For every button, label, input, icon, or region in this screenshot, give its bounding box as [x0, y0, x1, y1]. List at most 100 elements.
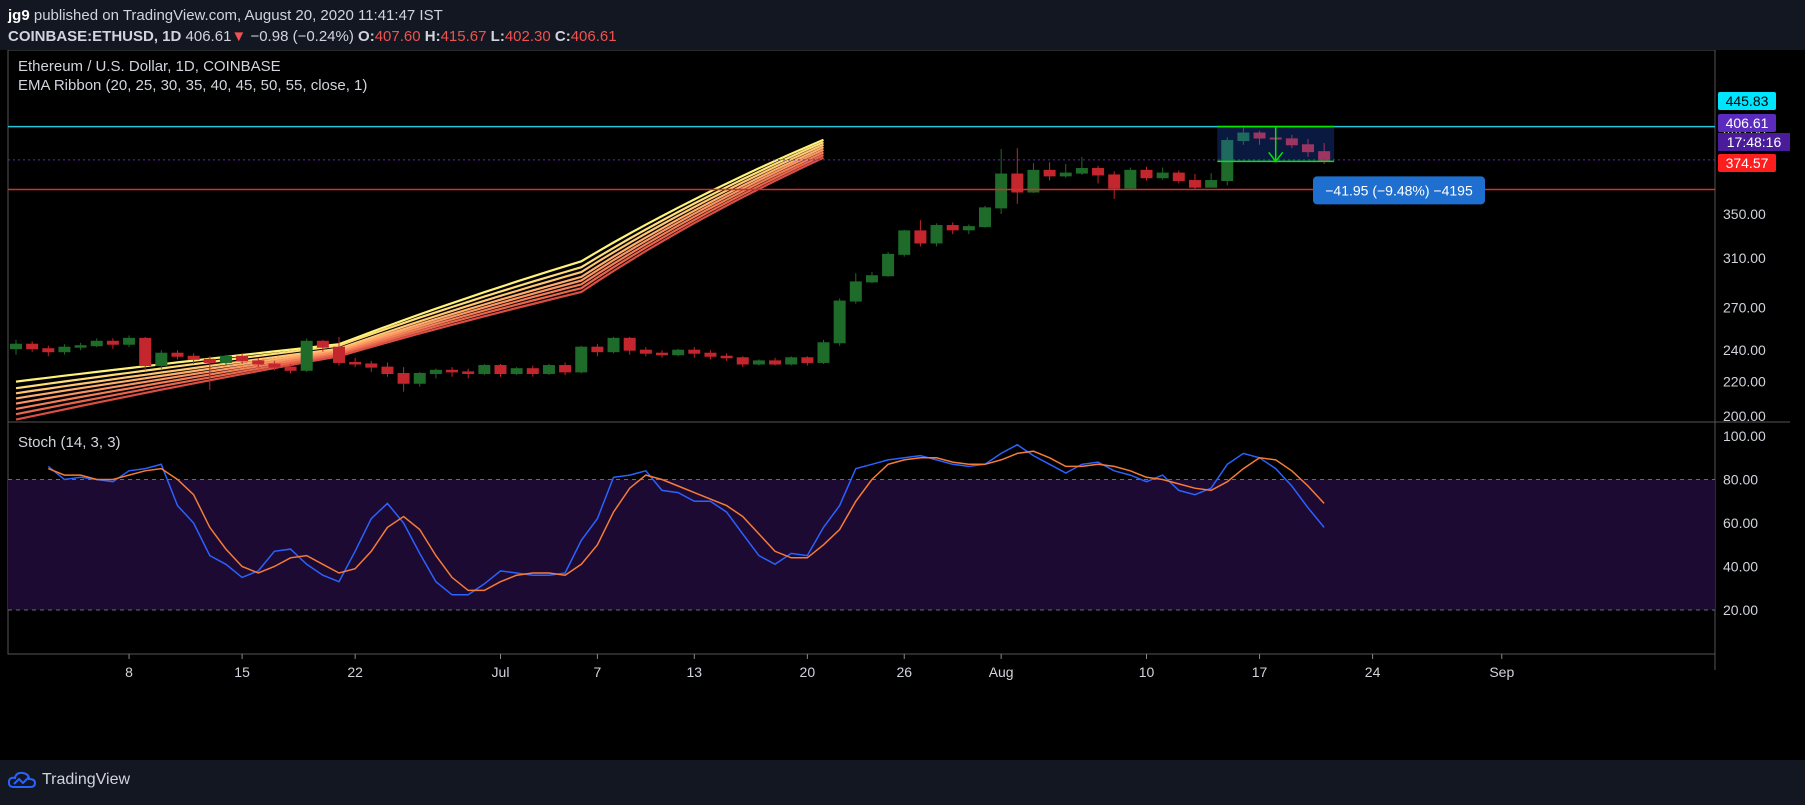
- candle[interactable]: [736, 357, 749, 365]
- tradingview-logo[interactable]: TradingView: [8, 771, 130, 789]
- candle[interactable]: [155, 352, 168, 367]
- author-name[interactable]: jg9: [8, 7, 30, 24]
- candle[interactable]: [203, 358, 216, 363]
- candle[interactable]: [413, 372, 426, 384]
- candle[interactable]: [446, 369, 459, 373]
- stoch-tick: 20.00: [1723, 602, 1758, 618]
- candle[interactable]: [1172, 172, 1185, 182]
- candle[interactable]: [219, 355, 232, 363]
- candle[interactable]: [1156, 172, 1169, 179]
- candle[interactable]: [704, 352, 717, 357]
- candle[interactable]: [1205, 180, 1218, 188]
- candle[interactable]: [58, 346, 71, 353]
- candle[interactable]: [349, 361, 362, 365]
- ema-ribbon: [15, 138, 824, 421]
- candle[interactable]: [10, 343, 22, 350]
- candle[interactable]: [785, 357, 798, 365]
- candle[interactable]: [1253, 132, 1266, 139]
- candle[interactable]: [510, 368, 523, 374]
- candle[interactable]: [817, 342, 830, 363]
- candle[interactable]: [542, 365, 555, 374]
- candle[interactable]: [42, 348, 55, 353]
- candle[interactable]: [381, 366, 394, 374]
- candle[interactable]: [123, 337, 136, 345]
- time-tick: 17: [1252, 664, 1268, 680]
- candle[interactable]: [300, 340, 313, 371]
- publish-text: published on TradingView.com, August 20,…: [29, 7, 443, 24]
- candle[interactable]: [139, 337, 152, 367]
- candle[interactable]: [623, 337, 636, 351]
- candle[interactable]: [672, 349, 685, 356]
- candles[interactable]: [10, 125, 1331, 392]
- candle[interactable]: [769, 360, 782, 365]
- candle[interactable]: [898, 230, 911, 255]
- chart-stage[interactable]: −41.95 (−9.48%) −4195 200.00 220.00 240.00…: [0, 49, 1805, 760]
- candle[interactable]: [1043, 169, 1056, 177]
- symbol-name[interactable]: COINBASE:ETHUSD, 1D: [8, 28, 182, 45]
- candle[interactable]: [284, 366, 297, 371]
- publish-info: jg9 published on TradingView.com, August…: [8, 7, 443, 24]
- candle[interactable]: [171, 352, 184, 357]
- candle[interactable]: [1188, 180, 1201, 188]
- candle[interactable]: [478, 365, 491, 374]
- ema-ribbon-legend[interactable]: EMA Ribbon (20, 25, 30, 35, 40, 45, 50, …: [18, 77, 367, 94]
- candle[interactable]: [1285, 138, 1298, 146]
- candle[interactable]: [90, 340, 103, 347]
- candle[interactable]: [979, 207, 991, 228]
- footer: TradingView: [0, 760, 1805, 805]
- chart-canvas[interactable]: −41.95 (−9.48%) −4195 200.00 220.00 240.00…: [0, 49, 1805, 760]
- candle[interactable]: [752, 360, 765, 365]
- stoch-lines: [47, 443, 1325, 596]
- candle[interactable]: [236, 355, 249, 362]
- candle[interactable]: [849, 281, 862, 302]
- candle[interactable]: [930, 225, 943, 244]
- candle[interactable]: [1140, 169, 1153, 179]
- candle[interactable]: [1302, 144, 1314, 153]
- candle[interactable]: [962, 226, 975, 231]
- candle[interactable]: [26, 343, 39, 350]
- candle[interactable]: [591, 346, 604, 353]
- candle[interactable]: [833, 300, 846, 344]
- candle[interactable]: [268, 363, 281, 368]
- measure-tool[interactable]: −41.95 (−9.48%) −4195: [1217, 125, 1485, 205]
- candle[interactable]: [526, 368, 539, 374]
- candle[interactable]: [187, 355, 200, 360]
- candle[interactable]: [914, 230, 927, 244]
- candle[interactable]: [607, 337, 620, 353]
- candle[interactable]: [397, 372, 410, 384]
- candle[interactable]: [559, 365, 572, 373]
- candle[interactable]: [74, 345, 87, 348]
- ema-line: [15, 141, 824, 390]
- candle[interactable]: [882, 253, 895, 277]
- candle[interactable]: [865, 275, 878, 283]
- candle[interactable]: [995, 173, 1008, 209]
- candle[interactable]: [688, 349, 701, 354]
- candle[interactable]: [252, 360, 265, 365]
- candle[interactable]: [462, 371, 475, 374]
- candle[interactable]: [1237, 132, 1250, 142]
- candle[interactable]: [801, 357, 814, 363]
- candle[interactable]: [1108, 174, 1121, 189]
- candle[interactable]: [429, 369, 442, 374]
- candle[interactable]: [1221, 140, 1234, 182]
- candle[interactable]: [1318, 151, 1331, 161]
- candle[interactable]: [1124, 169, 1137, 189]
- stoch-legend[interactable]: Stoch (14, 3, 3): [18, 434, 121, 451]
- stoch-pane[interactable]: [8, 479, 1715, 611]
- candle[interactable]: [1027, 169, 1040, 193]
- candle[interactable]: [333, 346, 345, 363]
- candle[interactable]: [575, 346, 588, 373]
- measure-label-box[interactable]: [1313, 176, 1485, 205]
- candle[interactable]: [656, 352, 668, 356]
- candle[interactable]: [1075, 168, 1088, 174]
- candle[interactable]: [639, 349, 652, 354]
- candle[interactable]: [106, 340, 119, 345]
- candle[interactable]: [1011, 173, 1024, 193]
- candle[interactable]: [720, 355, 733, 359]
- candle[interactable]: [316, 340, 329, 348]
- candle[interactable]: [946, 225, 959, 231]
- candle[interactable]: [494, 365, 507, 374]
- candle[interactable]: [1059, 172, 1072, 177]
- candle[interactable]: [365, 363, 378, 368]
- candle[interactable]: [1092, 168, 1105, 176]
